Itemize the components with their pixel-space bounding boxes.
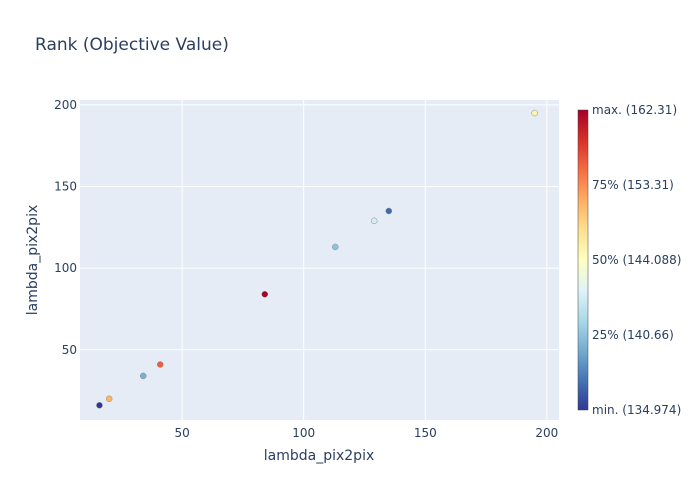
scatter-point — [531, 109, 538, 117]
x-axis-title: lambda_pix2pix — [264, 448, 375, 464]
y-tick-label: 150 — [54, 180, 77, 194]
colorbar-label: 75% (153.31) — [592, 178, 674, 192]
y-axis-title: lambda_pix2pix — [25, 205, 41, 316]
colorbar-label: max. (162.31) — [592, 103, 677, 117]
x-tick-label: 50 — [174, 426, 189, 440]
scatter-point — [139, 372, 147, 380]
x-tick-label: 100 — [292, 426, 315, 440]
colorbar-label: 50% (144.088) — [592, 253, 681, 267]
tick-labels: 50 100 150 200 50 100 150 200 — [54, 98, 558, 440]
x-tick-label: 200 — [535, 426, 558, 440]
scatter-point — [96, 402, 103, 409]
colorbar-label: min. (134.974) — [592, 403, 681, 417]
colorbar — [577, 109, 589, 411]
scatter-point — [370, 217, 378, 225]
chart-title: Rank (Objective Value) — [35, 35, 229, 55]
scatter-point — [385, 207, 393, 215]
scatter-point — [332, 243, 339, 251]
y-tick-label: 200 — [54, 98, 77, 112]
data-points — [96, 109, 538, 409]
scatter-point — [261, 291, 269, 298]
scatter-point — [156, 361, 164, 368]
y-tick-label: 50 — [62, 343, 77, 357]
grid-lines — [80, 100, 559, 420]
colorbar-label: 25% (140.66) — [592, 328, 674, 342]
scatter-point — [105, 395, 113, 403]
colorbar-labels: min. (134.974) 25% (140.66) 50% (144.088) 7… — [592, 103, 681, 417]
y-tick-label: 100 — [54, 261, 77, 275]
x-tick-label: 150 — [414, 426, 437, 440]
plot-background — [80, 100, 559, 420]
